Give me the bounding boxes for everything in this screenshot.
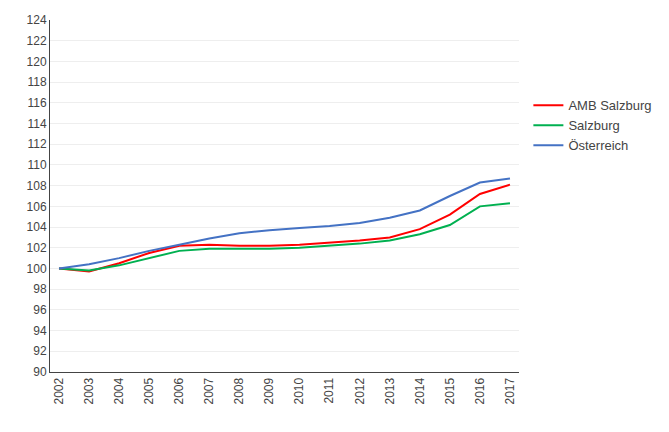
svg-text:116: 116 <box>27 96 46 110</box>
svg-text:Österreich: Österreich <box>568 138 628 153</box>
svg-text:106: 106 <box>27 200 47 214</box>
svg-text:2017: 2017 <box>503 377 517 404</box>
svg-text:2008: 2008 <box>232 377 246 404</box>
svg-text:2010: 2010 <box>292 377 306 404</box>
svg-text:2002: 2002 <box>52 377 66 404</box>
svg-text:2006: 2006 <box>172 377 186 404</box>
svg-text:Salzburg: Salzburg <box>568 118 619 133</box>
svg-text:2005: 2005 <box>142 377 156 404</box>
svg-text:100: 100 <box>27 262 47 276</box>
svg-text:90: 90 <box>33 365 47 379</box>
svg-text:AMB Salzburg: AMB Salzburg <box>568 98 651 113</box>
svg-text:2013: 2013 <box>383 377 397 404</box>
svg-text:112: 112 <box>27 137 46 151</box>
svg-text:122: 122 <box>27 34 47 48</box>
svg-text:92: 92 <box>33 344 47 358</box>
svg-text:120: 120 <box>27 55 47 69</box>
svg-text:94: 94 <box>33 324 47 338</box>
svg-text:118: 118 <box>27 75 46 89</box>
svg-text:110: 110 <box>27 158 46 172</box>
svg-text:2003: 2003 <box>82 377 96 404</box>
svg-text:2016: 2016 <box>473 377 487 404</box>
svg-text:2012: 2012 <box>353 377 367 404</box>
svg-text:96: 96 <box>33 303 47 317</box>
svg-text:114: 114 <box>27 117 46 131</box>
svg-text:108: 108 <box>27 179 47 193</box>
svg-text:2015: 2015 <box>443 377 457 404</box>
svg-text:104: 104 <box>27 220 47 234</box>
svg-text:2014: 2014 <box>413 377 427 404</box>
svg-text:2007: 2007 <box>202 377 216 404</box>
svg-text:102: 102 <box>27 241 47 255</box>
svg-text:2011: 2011 <box>323 377 337 403</box>
svg-text:124: 124 <box>27 13 47 27</box>
svg-text:2004: 2004 <box>112 377 126 404</box>
svg-text:2009: 2009 <box>262 377 276 404</box>
svg-text:98: 98 <box>33 282 47 296</box>
